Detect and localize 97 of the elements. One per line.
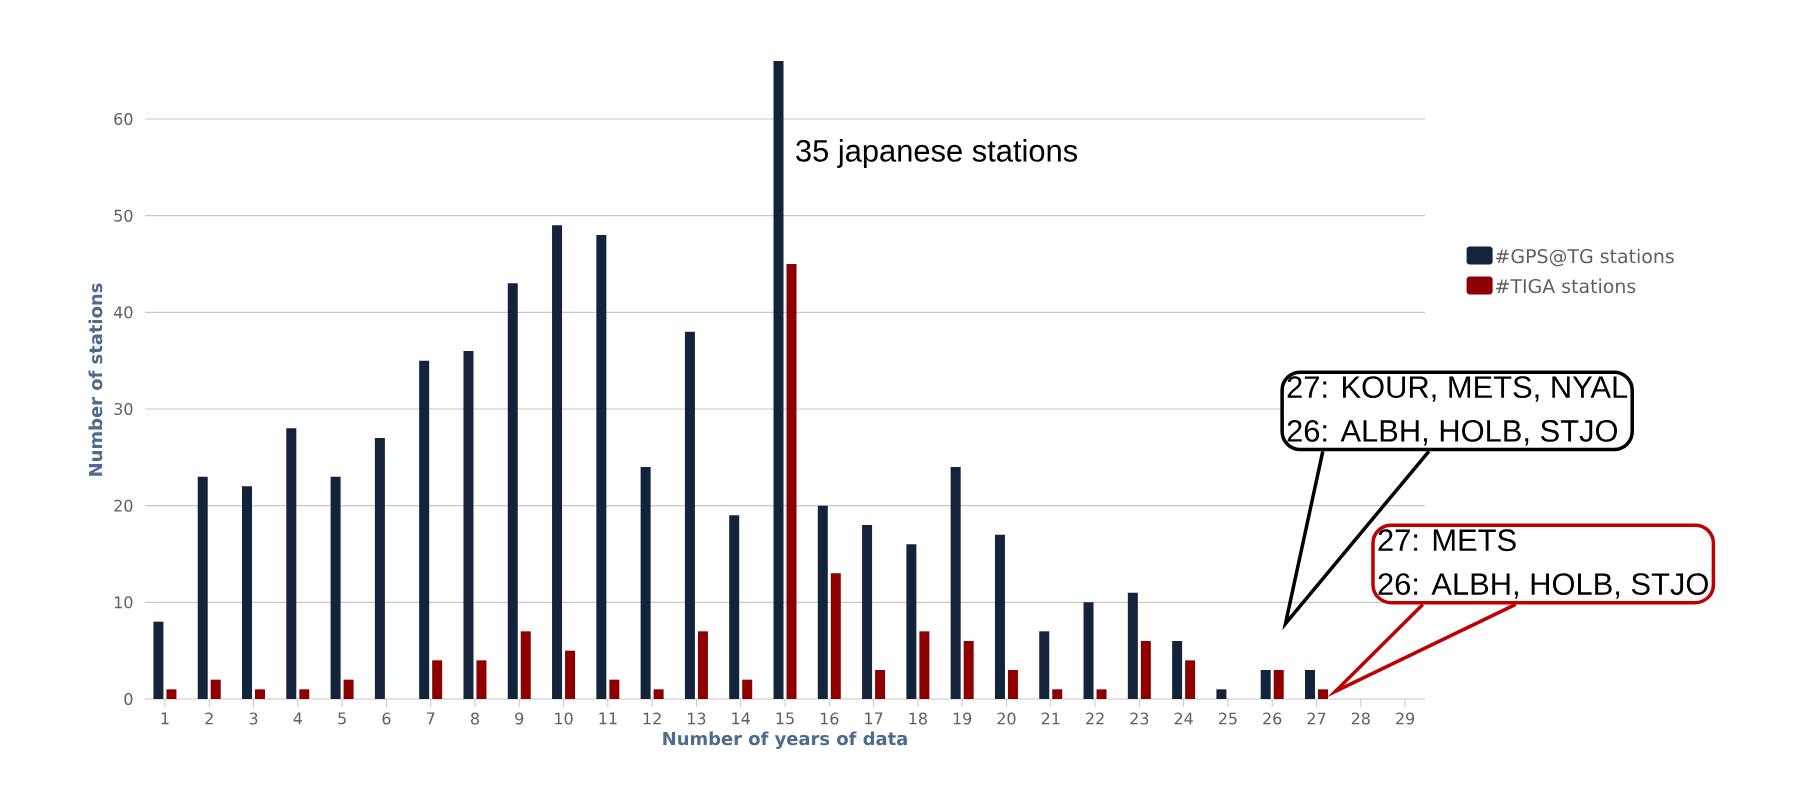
- bar: [1140, 641, 1151, 699]
- x-tick-label: 16: [820, 712, 839, 725]
- bar: [520, 631, 531, 699]
- bar: [299, 689, 310, 699]
- bar: [565, 650, 576, 699]
- bar: [210, 679, 221, 699]
- bar: [1273, 670, 1284, 699]
- bar: [729, 515, 740, 699]
- bar: [640, 467, 651, 699]
- bar: [1007, 670, 1018, 699]
- x-tick-label: 8: [470, 712, 479, 725]
- bar: [197, 476, 208, 699]
- bar: [830, 573, 841, 699]
- bar: [994, 534, 1005, 699]
- x-tick-label: 21: [1041, 712, 1060, 725]
- x-tick-label: 22: [1086, 712, 1104, 725]
- bar: [773, 60, 784, 699]
- bar: [330, 476, 341, 699]
- bar: [697, 631, 708, 699]
- x-tick-label: 28: [1351, 712, 1370, 725]
- bar: [609, 679, 620, 699]
- bar: [1305, 670, 1315, 699]
- annotation: 27: METS: [1378, 529, 1516, 552]
- x-tick-label: 1: [161, 712, 169, 725]
- bar: [343, 679, 354, 699]
- y-tick-label: 10: [114, 596, 133, 609]
- bar: [476, 660, 487, 699]
- bar: [153, 621, 164, 699]
- annotation: 26: ALBH, HOLB, STJO: [1378, 573, 1708, 599]
- x-tick-label: 15: [776, 712, 794, 725]
- x-tick-label: 9: [515, 712, 524, 725]
- bar: [684, 331, 695, 699]
- bar: [286, 428, 297, 699]
- bar: [1052, 689, 1063, 699]
- bar: [1260, 670, 1271, 699]
- annotation: 27: KOUR, METS, NYAL: [1287, 376, 1628, 402]
- y-tick-label: 0: [124, 692, 133, 706]
- x-tick-label: 17: [865, 712, 883, 725]
- bar: [653, 689, 664, 699]
- bar: [255, 689, 266, 699]
- legend-label: #TIGA stations: [1496, 278, 1636, 294]
- bar: [817, 505, 828, 699]
- bar: [906, 544, 917, 699]
- bar: [374, 438, 385, 699]
- x-tick-label: 26: [1263, 712, 1282, 725]
- x-tick-label: 24: [1174, 712, 1193, 725]
- bar: [862, 525, 873, 699]
- bar: [419, 360, 430, 699]
- bar: [1172, 641, 1183, 699]
- bar: [919, 631, 930, 699]
- x-tick-label: 4: [293, 712, 302, 725]
- x-tick-label: 11: [599, 712, 617, 725]
- bar: [596, 234, 607, 699]
- bar: [1185, 660, 1196, 699]
- bar: [1318, 689, 1328, 699]
- x-tick-label: 7: [426, 712, 435, 725]
- x-tick-label: 14: [732, 712, 750, 725]
- bar: [166, 689, 177, 699]
- y-tick-label: 20: [114, 499, 133, 512]
- x-tick-label: 27: [1307, 712, 1326, 725]
- bar: [432, 660, 443, 699]
- bar: [242, 486, 253, 699]
- x-tick-label: 23: [1130, 712, 1149, 725]
- x-tick-label: 12: [643, 712, 661, 725]
- x-tick-label: 13: [688, 712, 706, 725]
- bar: [463, 351, 474, 699]
- bar: [1096, 689, 1107, 699]
- bar: [1083, 602, 1094, 699]
- y-tick-label: 40: [113, 306, 133, 319]
- y-axis-title: Number of stations: [88, 283, 103, 476]
- x-tick-label: 18: [909, 712, 927, 725]
- y-tick-label: 60: [114, 112, 133, 126]
- annotation: 35 japanese stations: [796, 139, 1078, 168]
- bar: [963, 641, 974, 699]
- bar: [742, 679, 753, 699]
- x-axis-title: Number of years of data: [663, 731, 907, 749]
- bar: [1039, 631, 1050, 699]
- y-tick-label: 50: [114, 209, 133, 222]
- bar: [552, 225, 563, 699]
- y-tick-label: 30: [114, 402, 133, 416]
- x-tick-label: 3: [249, 712, 258, 725]
- x-tick-label: 6: [382, 712, 391, 725]
- x-tick-label: 20: [997, 712, 1016, 725]
- bar: [875, 670, 886, 699]
- annotation: 26: ALBH, HOLB, STJO: [1287, 420, 1618, 446]
- bar: [1127, 592, 1138, 699]
- x-tick-label: 2: [205, 712, 213, 725]
- bar: [950, 467, 961, 699]
- bar: [507, 283, 518, 699]
- x-tick-label: 5: [338, 712, 346, 725]
- x-tick-label: 10: [555, 712, 573, 725]
- x-tick-label: 19: [953, 712, 972, 725]
- bar: [1216, 689, 1227, 699]
- x-tick-label: 25: [1218, 712, 1237, 725]
- bar: [786, 263, 797, 699]
- legend-label: #GPS@TG stations: [1496, 248, 1674, 267]
- x-tick-label: 29: [1396, 712, 1415, 725]
